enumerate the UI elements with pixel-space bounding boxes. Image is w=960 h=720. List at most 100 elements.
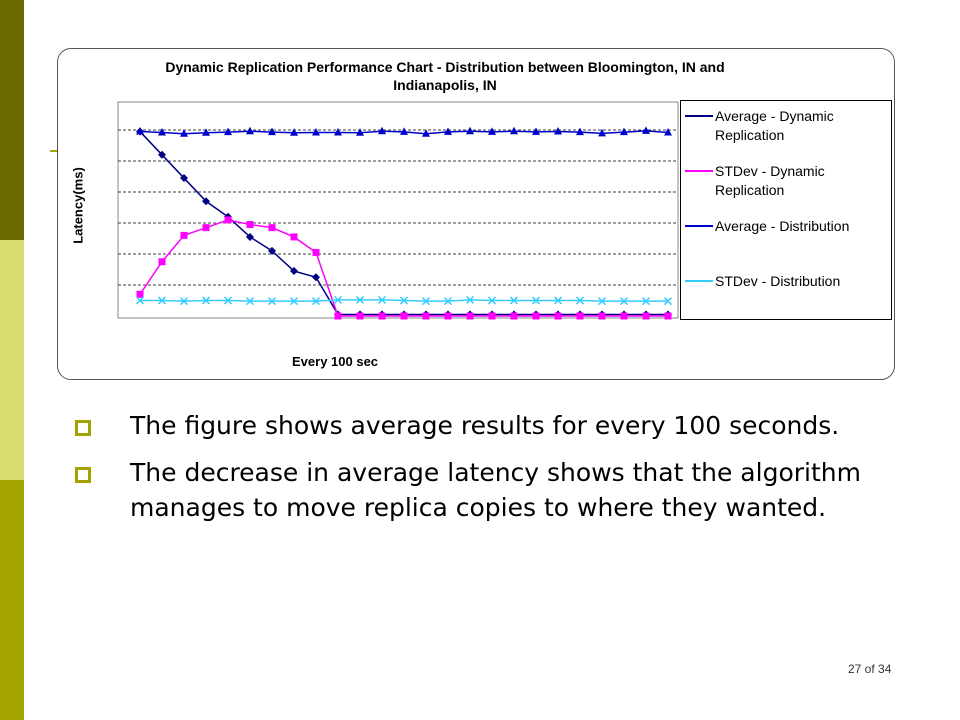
data-point	[554, 312, 562, 320]
data-point	[245, 297, 255, 306]
legend-label-average-dynamic: Average - Dynamic Replication	[715, 108, 834, 143]
data-point	[510, 126, 518, 135]
theme-band-mid	[0, 480, 24, 720]
data-point	[443, 297, 453, 306]
bullet-text: The decrease in average latency shows th…	[130, 458, 861, 522]
data-point	[268, 224, 276, 232]
data-point	[290, 267, 298, 276]
data-point	[509, 296, 519, 305]
legend-swatch-average-distribution	[685, 225, 713, 227]
data-point	[223, 296, 233, 305]
data-point	[333, 295, 343, 304]
data-point	[135, 296, 145, 305]
data-point	[202, 128, 210, 136]
data-point	[267, 297, 277, 306]
theme-band-dark	[0, 0, 24, 240]
bullet-text: The figure shows average results for eve…	[130, 411, 840, 440]
data-point	[289, 297, 299, 306]
data-point	[553, 296, 563, 305]
data-point	[334, 312, 342, 320]
data-point	[532, 127, 540, 135]
data-point	[246, 126, 254, 135]
data-point	[180, 174, 188, 183]
data-point	[421, 297, 431, 306]
data-point	[268, 127, 276, 136]
data-point	[355, 295, 365, 304]
data-point	[532, 312, 540, 320]
data-point	[290, 128, 298, 136]
data-point	[180, 129, 188, 137]
data-point	[180, 231, 188, 239]
data-point	[179, 297, 189, 306]
legend-label-average-distribution: Average - Distribution	[715, 218, 850, 234]
data-point	[465, 295, 475, 304]
data-point	[224, 216, 232, 224]
bullet-list: The figure shows average results for eve…	[75, 408, 915, 537]
legend-swatch-average-dynamic	[685, 115, 713, 117]
data-point	[158, 150, 166, 159]
data-point	[620, 312, 628, 320]
data-point	[158, 127, 166, 136]
data-point	[312, 273, 320, 282]
bullet-item: The figure shows average results for eve…	[75, 408, 915, 443]
data-point	[444, 312, 452, 320]
data-point	[136, 127, 144, 135]
data-point	[158, 258, 166, 266]
data-point	[224, 127, 232, 136]
chart-title: Dynamic Replication Performance Chart - …	[165, 59, 725, 93]
theme-band-light	[0, 240, 24, 480]
data-point	[531, 296, 541, 305]
data-point	[356, 312, 364, 320]
data-point	[510, 312, 518, 320]
data-point	[268, 246, 276, 255]
data-point	[575, 296, 585, 305]
data-point	[400, 127, 408, 135]
data-point	[202, 224, 210, 232]
data-point	[598, 128, 606, 137]
data-point	[201, 296, 211, 305]
x-axis-label: Every 100 sec	[292, 354, 379, 369]
data-point	[620, 127, 628, 136]
data-point	[664, 312, 672, 320]
data-point	[378, 312, 386, 320]
plot-background	[117, 101, 679, 319]
data-point	[157, 296, 167, 305]
data-point	[378, 126, 386, 135]
data-point	[619, 297, 629, 306]
legend-label-stdev-dynamic: STDev - Dynamic Replication	[715, 163, 825, 198]
data-point	[399, 296, 409, 305]
bullet-item: The decrease in average latency shows th…	[75, 455, 915, 525]
data-point	[400, 312, 408, 320]
data-point	[246, 232, 254, 241]
page-number: 27 of 34	[848, 662, 892, 676]
data-point	[576, 127, 584, 136]
data-point	[554, 127, 562, 135]
square-bullet-icon	[75, 467, 91, 483]
data-point	[466, 126, 474, 135]
data-point	[377, 295, 387, 304]
data-point	[311, 297, 321, 306]
data-point	[663, 297, 673, 306]
data-point	[202, 197, 210, 206]
data-point	[466, 312, 474, 320]
data-point	[356, 128, 364, 136]
square-bullet-icon	[75, 420, 91, 436]
legend-label-stdev-distribution: STDev - Distribution	[715, 273, 841, 289]
data-point	[444, 127, 452, 135]
data-point	[642, 312, 650, 320]
data-point	[488, 127, 496, 135]
data-point	[576, 312, 584, 320]
data-point	[136, 290, 144, 298]
data-point	[246, 221, 254, 229]
legend-swatch-stdev-distribution	[685, 280, 713, 282]
data-point	[312, 248, 320, 256]
data-point	[641, 297, 651, 306]
data-point	[312, 127, 320, 136]
data-point	[290, 233, 298, 241]
data-point	[422, 312, 430, 320]
data-point	[597, 297, 607, 306]
data-point	[422, 129, 430, 137]
data-point	[642, 126, 650, 134]
data-point	[334, 127, 342, 136]
